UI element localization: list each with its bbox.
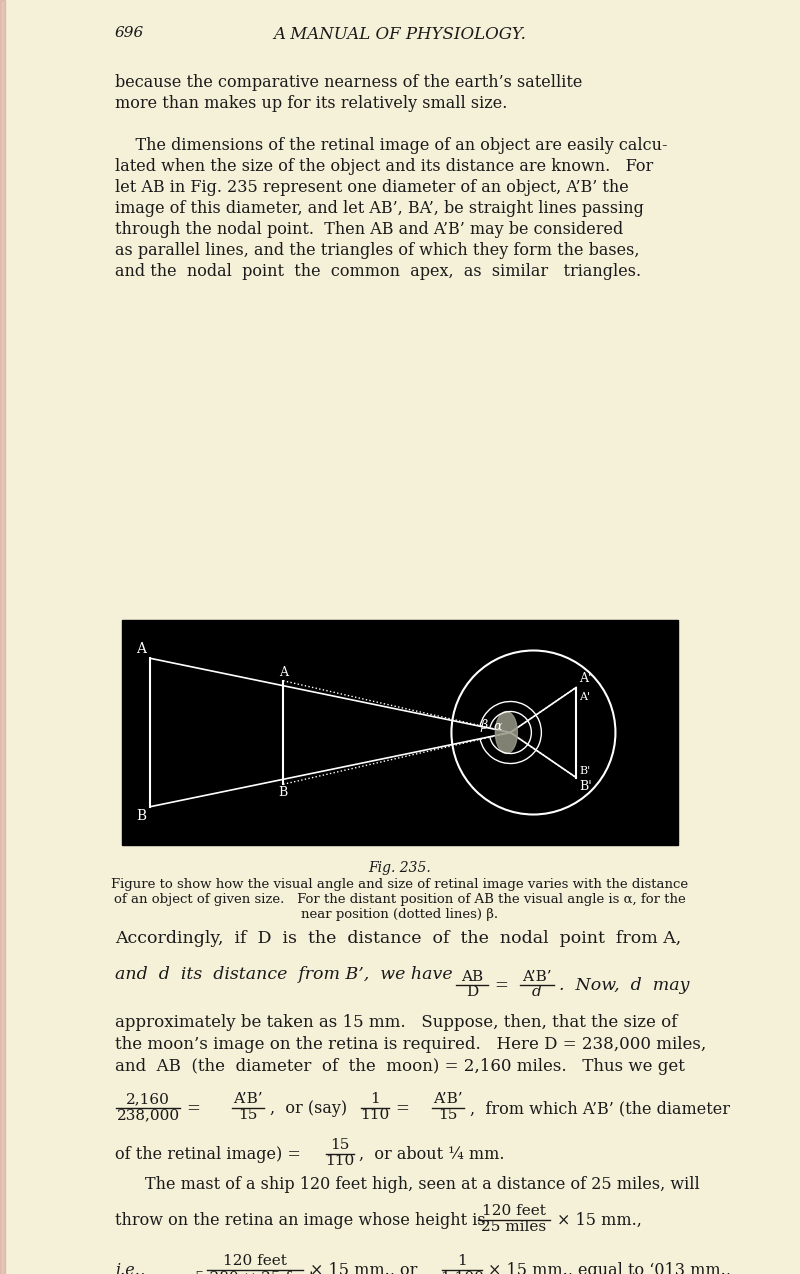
Text: 25 miles: 25 miles [482, 1220, 546, 1235]
Text: B': B' [579, 766, 590, 776]
Text: D: D [466, 985, 478, 999]
Text: 2,160: 2,160 [126, 1092, 170, 1106]
Text: 238,000: 238,000 [117, 1108, 179, 1122]
Text: i.e.,: i.e., [115, 1263, 145, 1274]
Text: through the nodal point.  Then AB and A’B’ may be considered: through the nodal point. Then AB and A’B… [115, 220, 623, 238]
Text: more than makes up for its relatively small size.: more than makes up for its relatively sm… [115, 96, 507, 112]
Text: A’B’: A’B’ [522, 970, 552, 984]
Text: A’B’: A’B’ [233, 1092, 263, 1106]
Text: 15: 15 [438, 1108, 458, 1122]
Text: α: α [494, 720, 502, 733]
Text: 696: 696 [115, 25, 144, 39]
Text: 1,100: 1,100 [440, 1270, 484, 1274]
Text: of an object of given size.   For the distant position of AB the visual angle is: of an object of given size. For the dist… [114, 893, 686, 906]
Text: ,  or about ¼ mm.: , or about ¼ mm. [359, 1147, 505, 1163]
Text: approximately be taken as 15 mm.   Suppose, then, that the size of: approximately be taken as 15 mm. Suppose… [115, 1014, 678, 1031]
Text: throw on the retina an image whose height is: throw on the retina an image whose heigh… [115, 1212, 486, 1229]
Text: 15: 15 [238, 1108, 258, 1122]
Text: as parallel lines, and the triangles of which they form the bases,: as parallel lines, and the triangles of … [115, 242, 639, 259]
Ellipse shape [495, 711, 518, 753]
Text: and  AB  (the  diameter  of  the  moon) = 2,160 miles.   Thus we get: and AB (the diameter of the moon) = 2,16… [115, 1057, 685, 1075]
Text: =: = [494, 977, 508, 994]
Text: and  d  its  distance  from B’,  we have: and d its distance from B’, we have [115, 966, 453, 984]
Bar [122, 620, 678, 845]
Text: 120 feet: 120 feet [482, 1204, 546, 1218]
Text: AB: AB [461, 970, 483, 984]
Text: β: β [480, 720, 488, 733]
Text: B': B' [579, 780, 592, 792]
Text: ,  or (say): , or (say) [270, 1099, 347, 1117]
Text: × 15 mm., or: × 15 mm., or [310, 1263, 418, 1274]
Text: =: = [395, 1099, 409, 1117]
Text: × 15 mm., equal to ‘013 mm.,: × 15 mm., equal to ‘013 mm., [488, 1263, 731, 1274]
Text: near position (dotted lines) β.: near position (dotted lines) β. [302, 908, 498, 921]
Text: A’B’: A’B’ [433, 1092, 463, 1106]
Text: Fig. 235.: Fig. 235. [369, 861, 431, 875]
Text: of the retinal image) =: of the retinal image) = [115, 1147, 301, 1163]
Text: 110: 110 [326, 1154, 354, 1168]
Text: =: = [186, 1099, 200, 1117]
Text: A': A' [579, 673, 591, 685]
Text: .  Now,  d  may: . Now, d may [559, 977, 690, 994]
Text: 110: 110 [360, 1108, 390, 1122]
Text: d: d [532, 985, 542, 999]
Text: B: B [136, 809, 146, 823]
Text: A MANUAL OF PHYSIOLOGY.: A MANUAL OF PHYSIOLOGY. [274, 25, 526, 43]
Text: Figure to show how the visual angle and size of retinal image varies with the di: Figure to show how the visual angle and … [111, 878, 689, 891]
Text: lated when the size of the object and its distance are known.   For: lated when the size of the object and it… [115, 158, 654, 175]
Text: the moon’s image on the retina is required.   Here D = 238,000 miles,: the moon’s image on the retina is requir… [115, 1036, 706, 1054]
Text: 1: 1 [457, 1254, 467, 1268]
Text: A': A' [579, 692, 590, 702]
Text: × 15 mm.,: × 15 mm., [557, 1212, 642, 1229]
Text: and the  nodal  point  the  common  apex,  as  similar   triangles.: and the nodal point the common apex, as … [115, 262, 641, 280]
Text: 1: 1 [370, 1092, 380, 1106]
Text: B: B [278, 786, 288, 799]
Text: let AB in Fig. 235 represent one diameter of an object, A’B’ the: let AB in Fig. 235 represent one diamete… [115, 180, 629, 196]
Text: The dimensions of the retinal image of an object are easily calcu-: The dimensions of the retinal image of a… [115, 138, 667, 154]
Text: A: A [136, 642, 146, 656]
Text: 120 feet: 120 feet [223, 1254, 287, 1268]
Text: 15: 15 [330, 1138, 350, 1152]
Text: ,  from which A’B’ (the diameter: , from which A’B’ (the diameter [470, 1099, 730, 1117]
Text: because the comparative nearness of the earth’s satellite: because the comparative nearness of the … [115, 74, 582, 90]
Bar [0, 0, 5, 1274]
Text: image of this diameter, and let AB’, BA’, be straight lines passing: image of this diameter, and let AB’, BA’… [115, 200, 644, 217]
Text: The mast of a ship 120 feet high, seen at a distance of 25 miles, will: The mast of a ship 120 feet high, seen a… [145, 1176, 700, 1192]
Text: A: A [278, 666, 288, 679]
Text: Accordingly,  if  D  is  the  distance  of  the  nodal  point  from A,: Accordingly, if D is the distance of the… [115, 930, 682, 947]
Text: 5,280 × 25 feet: 5,280 × 25 feet [195, 1270, 315, 1274]
